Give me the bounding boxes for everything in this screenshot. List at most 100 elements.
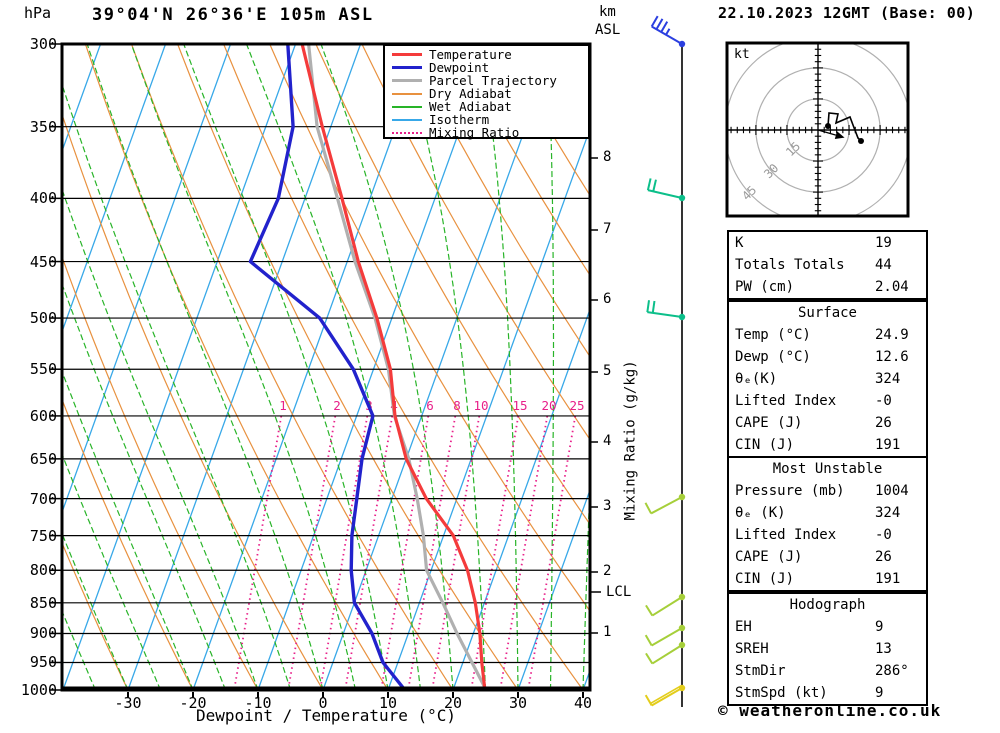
wind-barb-stroke (650, 685, 682, 705)
hodograph-frame (725, 41, 910, 218)
mixing-ratio-value: 1 (279, 398, 287, 413)
legend-item: Mixing Ratio (392, 126, 588, 139)
wind-barb (645, 593, 686, 617)
wind-barb-stroke (650, 15, 659, 27)
indices-table-surface: Surface Temp (°C) 24.9 Dewp (°C) 12.6 θₑ(K) 32… (727, 300, 928, 458)
table-row: PW (cm) 2.04 (735, 276, 920, 298)
pressure-tick-label: 700 (29, 489, 57, 508)
legend-label: Isotherm (429, 112, 490, 127)
wet-adiabat-line (582, 462, 590, 690)
table-row-value: 44 (875, 257, 892, 273)
table-row: CIN (J) 191 (735, 568, 920, 590)
km-tick-label: 5 (603, 363, 612, 379)
wet-adiabat-line (547, 44, 555, 690)
wet-adiabat-line (62, 531, 129, 690)
wind-barb-stroke (652, 179, 657, 192)
table-row-value: 324 (875, 505, 901, 521)
table-row-value: 191 (875, 437, 901, 453)
mixing-ratio-value: 2 (333, 398, 341, 413)
hodograph-trace-dot (858, 138, 864, 144)
km-tick-label: 8 (603, 149, 612, 165)
table-title: Most Unstable (772, 461, 883, 477)
table-row: θₑ(K) 324 (735, 368, 920, 390)
table-row-label: θₑ (K) (735, 505, 786, 521)
isotherm-line (322, 44, 557, 690)
mixing-ratio-line (287, 415, 337, 690)
legend-item: Temperature (392, 48, 588, 61)
table-row-label: CAPE (J) (735, 415, 803, 431)
wind-level-dot (678, 40, 686, 48)
wind-barb-stroke (645, 652, 654, 665)
hodograph-unit-label: kt (734, 47, 750, 62)
table-row: CAPE (J) 26 (735, 412, 920, 434)
mixing-ratio-line (344, 415, 394, 690)
table-row-label: K (735, 235, 744, 251)
mixing-ratio-line (470, 415, 520, 690)
pressure-tick-label: 650 (29, 449, 57, 468)
temp-tick-label: -30 (114, 694, 142, 712)
table-row: EH 9 (735, 616, 920, 638)
table-row: SREH 13 (735, 638, 920, 660)
temp-tick-label: -20 (179, 694, 207, 712)
mixing-ratio-line (380, 415, 430, 690)
wind-barb-stroke (651, 300, 656, 314)
table-row-value: 191 (875, 571, 901, 587)
legend-label: Dry Adiabat (429, 86, 512, 101)
table-row: Lifted Index -0 (735, 524, 920, 546)
dry-adiabat-line (453, 44, 590, 277)
km-tick-label: 4 (603, 433, 612, 449)
pressure-tick-label: 750 (29, 526, 57, 545)
wind-level-dot (678, 593, 686, 601)
dry-adiabat-line (407, 44, 590, 358)
legend-label: Temperature (429, 47, 512, 62)
wind-barb-stroke (644, 502, 652, 514)
legend-swatch (392, 53, 422, 56)
table-row-value: 9 (875, 619, 884, 635)
pressure-tick-label: 850 (29, 593, 57, 612)
wet-adiabat-line (62, 369, 194, 690)
table-row-label: CIN (J) (735, 571, 795, 587)
dry-adiabat-line (223, 44, 584, 690)
km-tick-label: 7 (603, 221, 612, 237)
pressure-tick-label: 900 (29, 624, 57, 643)
table-row-label: CIN (J) (735, 437, 795, 453)
pressure-tick-label: 550 (29, 360, 57, 379)
wet-adiabat-line (62, 609, 97, 690)
legend-swatch (392, 66, 422, 69)
legend-label: Mixing Ratio (429, 125, 520, 140)
table-row-value: 1004 (875, 483, 909, 499)
legend-label: Dewpoint (429, 60, 490, 75)
legend-label: Parcel Trajectory (429, 73, 557, 88)
parcel-trajectory-curve (307, 44, 488, 690)
wet-adiabat-line (62, 452, 162, 690)
wind-barb (645, 641, 686, 665)
pressure-tick-label: 500 (29, 309, 57, 328)
km-tick-label: 3 (603, 498, 612, 514)
table-row-value: 26 (875, 415, 892, 431)
wind-barb-stroke (644, 694, 653, 706)
pressure-tick-label: 400 (29, 189, 57, 208)
table-row-label: SREH (735, 641, 769, 657)
wind-barb-stroke (665, 28, 671, 36)
wind-level-dot (678, 194, 686, 202)
wet-adiabat-line (245, 44, 422, 690)
table-row-label: Lifted Index (735, 393, 837, 409)
table-row-value: 2.04 (875, 279, 909, 295)
lcl-label: LCL (606, 584, 632, 600)
mixing-ratio-line (431, 415, 481, 690)
table-row: Totals Totals 44 (735, 254, 920, 276)
km-tick-label: 1 (603, 624, 612, 640)
mixing-ratio-value: 25 (569, 398, 584, 413)
wind-level-dot (678, 624, 686, 632)
plot-area: 1 2 3 4 6 8 10 15 20 25 (62, 44, 590, 690)
wind-level-dot (678, 684, 686, 692)
wind-barb (644, 624, 686, 647)
km-tick-label: 2 (603, 563, 612, 579)
legend-swatch (392, 131, 422, 134)
temperature-curve (300, 44, 487, 690)
wind-barb-stroke (650, 496, 683, 515)
mixing-ratio-line (499, 415, 549, 690)
